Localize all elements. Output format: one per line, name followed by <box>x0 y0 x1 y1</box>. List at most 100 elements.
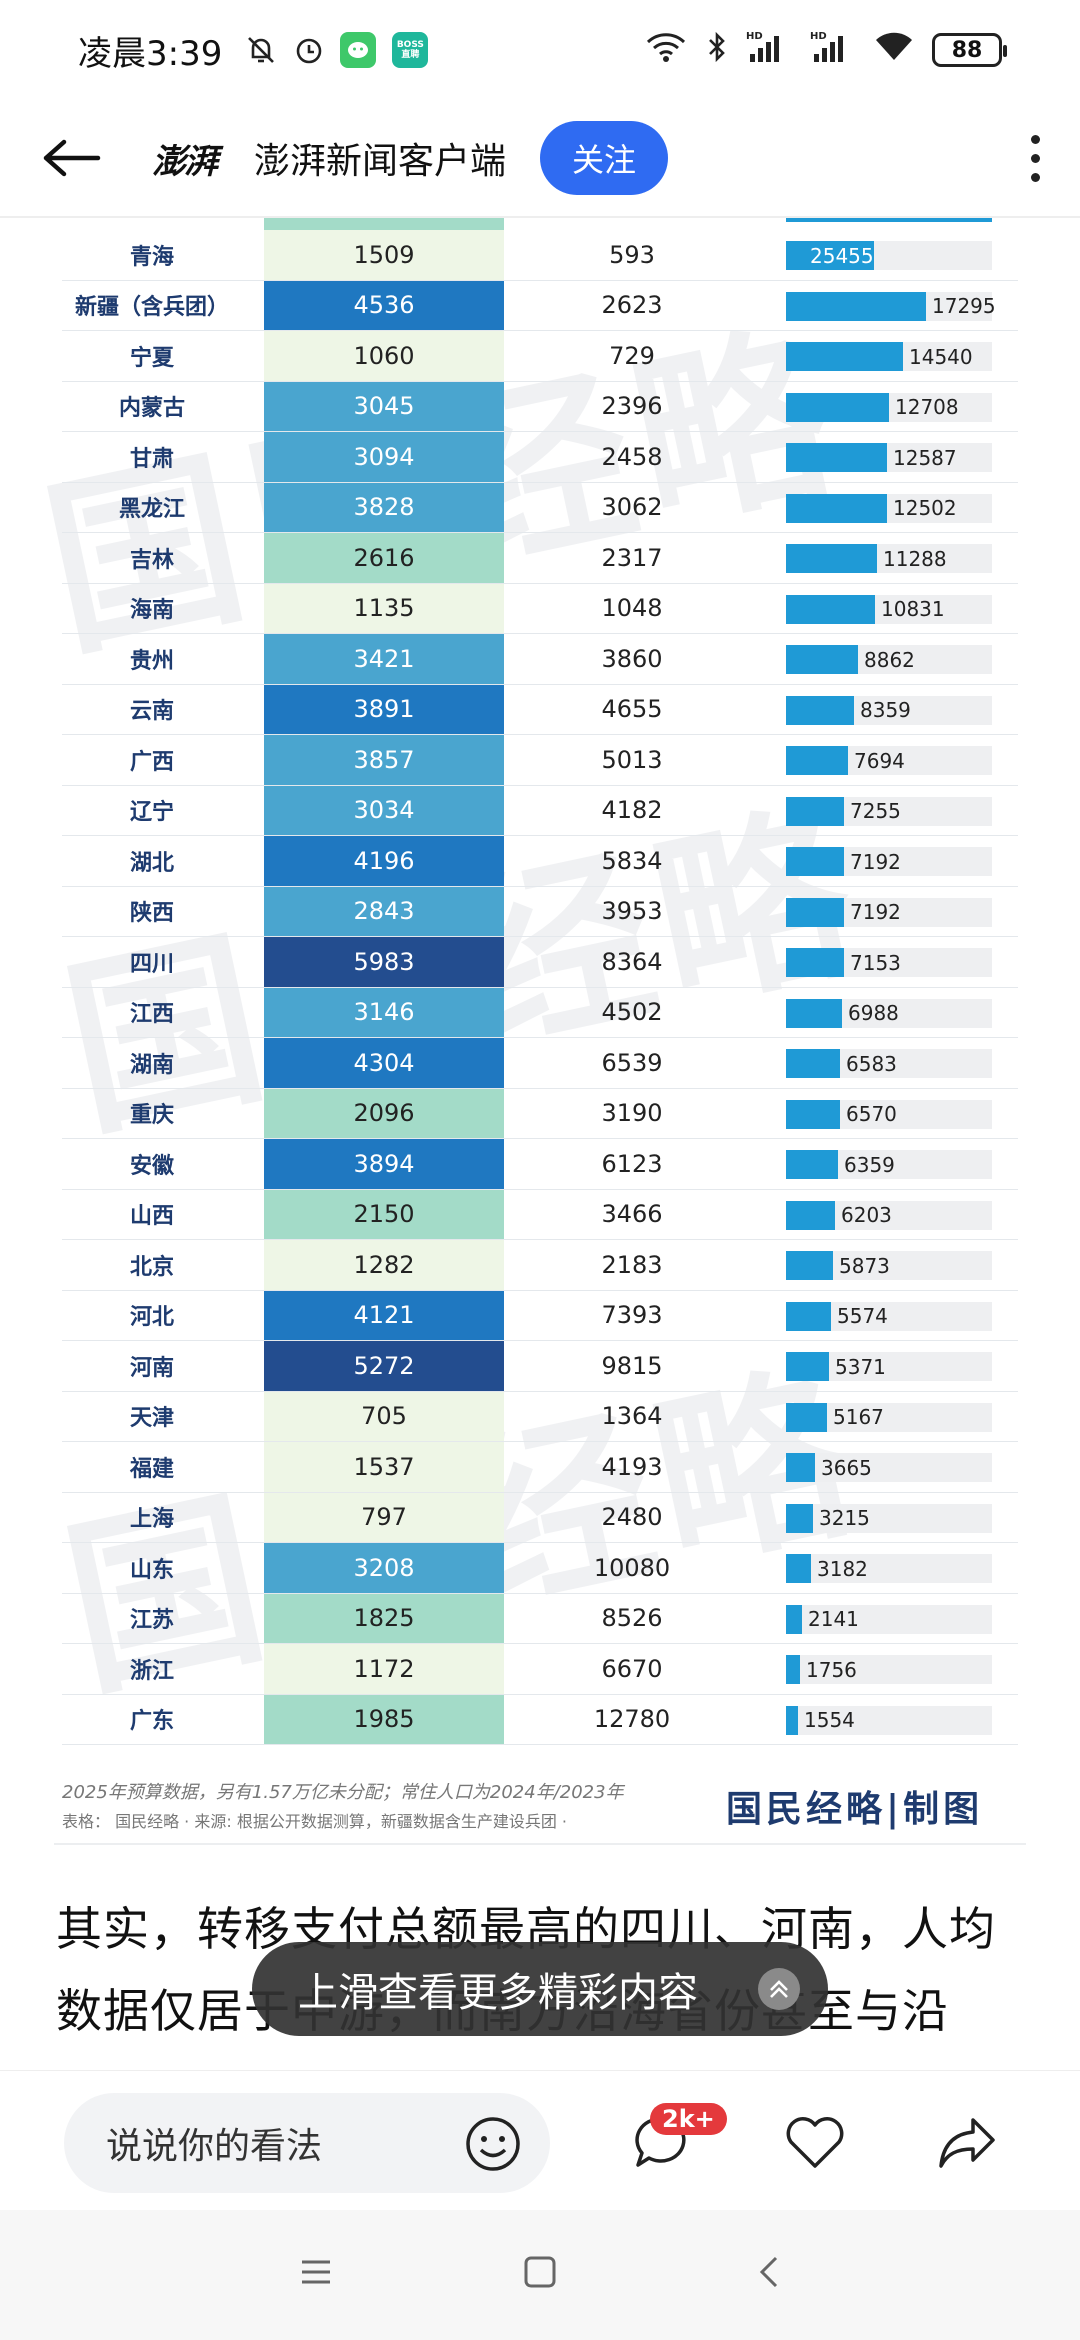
population-cell: 12780 <box>593 1705 671 1734</box>
recent-apps-button[interactable] <box>298 2254 334 2294</box>
per-capita-bar-cell: 3182 <box>786 1543 992 1593</box>
population-cell: 5834 <box>601 846 663 875</box>
bar-track <box>786 1453 992 1482</box>
per-capita-value: 6203 <box>841 1203 892 1227</box>
comment-input[interactable]: 说说你的看法 <box>64 2093 550 2193</box>
table-row: 上海 797 2480 3215 <box>62 1492 1018 1543</box>
back-button[interactable] <box>42 128 102 188</box>
bar-fill <box>786 1251 833 1280</box>
per-capita-value: 6570 <box>846 1102 897 1126</box>
per-capita-value: 7192 <box>850 849 901 874</box>
emoji-icon[interactable] <box>464 2115 522 2173</box>
population-cell: 9815 <box>601 1351 663 1380</box>
bar-fill <box>786 796 844 826</box>
bluetooth-icon <box>706 30 728 71</box>
population-cell: 7393 <box>601 1301 663 1330</box>
table-footnote: 2025年预算数据，另有1.57万亿未分配；常住人口为2024年/2023年 <box>62 1782 624 1803</box>
province-name: 上海 <box>129 1507 174 1533</box>
more-options-button[interactable] <box>1031 134 1040 182</box>
population-cell: 2317 <box>601 543 663 572</box>
per-capita-bar-cell: 11288 <box>786 533 992 583</box>
transfer-total-cell: 1172 <box>264 1644 504 1694</box>
table-row: 北京 1282 2183 5873 <box>62 1240 1018 1291</box>
province-name: 宁夏 <box>129 345 174 371</box>
publisher-name[interactable]: 澎湃新闻客户端 <box>254 141 507 182</box>
population-cell: 4182 <box>601 796 663 825</box>
per-capita-bar-cell: 7192 <box>786 887 992 937</box>
per-capita-value: 6583 <box>846 1051 897 1076</box>
province-name: 安徽 <box>129 1153 174 1179</box>
bar-fill <box>786 1200 835 1230</box>
publisher-logo[interactable]: 澎湃 <box>152 141 218 182</box>
transfer-total-cell: 3421 <box>264 634 504 684</box>
transfer-total-cell: 1985 <box>264 1694 504 1744</box>
per-capita-value: 3215 <box>819 1506 870 1530</box>
per-capita-bar-cell: 14540 <box>786 331 992 381</box>
per-capita-bar-cell: 5574 <box>786 1291 992 1341</box>
transfer-total-cell: 5983 <box>264 937 504 987</box>
transfer-total-cell: 3034 <box>264 785 504 835</box>
per-capita-value: 12587 <box>893 445 957 470</box>
province-name: 江苏 <box>129 1608 174 1634</box>
per-capita-value: 7192 <box>850 900 901 924</box>
per-capita-bar-cell: 12587 <box>786 432 992 482</box>
per-capita-value: 8862 <box>864 647 915 672</box>
province-name: 北京 <box>129 1254 174 1280</box>
transfer-total-cell: 3891 <box>264 684 504 734</box>
alarm-icon <box>292 33 326 67</box>
transfer-total-cell: 4536 <box>264 280 504 330</box>
population-cell: 1364 <box>601 1402 663 1431</box>
province-name: 四川 <box>129 951 174 977</box>
per-capita-value: 3182 <box>817 1556 868 1581</box>
province-name: 海南 <box>129 598 174 624</box>
per-capita-bar-cell: 1554 <box>786 1695 992 1745</box>
bar-fill <box>786 1150 838 1179</box>
bar-strip <box>786 218 992 222</box>
population-cell: 8364 <box>601 947 663 976</box>
province-name: 重庆 <box>129 1103 174 1129</box>
heart-icon <box>786 2117 844 2168</box>
population-cell: 5013 <box>601 745 663 774</box>
per-capita-value: 3665 <box>821 1455 872 1480</box>
nav-back-button[interactable] <box>752 2254 788 2294</box>
transfer-total-cell: 5272 <box>264 1341 504 1391</box>
per-capita-bar-cell: 7192 <box>786 836 992 886</box>
double-chevron-up-icon <box>758 1968 800 2010</box>
per-capita-value: 7255 <box>850 799 901 823</box>
table-row: 广西 3857 5013 7694 <box>62 735 1018 786</box>
transfer-total-cell: 1282 <box>264 1240 504 1290</box>
table-column-header-strip <box>264 218 504 230</box>
home-button[interactable] <box>522 2254 558 2294</box>
transfer-total-cell: 1060 <box>264 331 504 381</box>
per-capita-bar-cell: 7153 <box>786 937 992 987</box>
article-table-image[interactable]: 国民经略 国民经略 国民经略 青海150959325455新疆（含兵团）4536… <box>0 218 1080 1848</box>
wifi-hotspot-icon <box>644 30 688 71</box>
per-capita-value: 5167 <box>833 1405 884 1429</box>
like-button[interactable] <box>780 2107 850 2177</box>
per-capita-bar-cell: 3215 <box>786 1493 992 1543</box>
population-cell: 6670 <box>601 1654 663 1683</box>
square-home-icon <box>524 2256 556 2288</box>
per-capita-value: 8359 <box>860 698 911 722</box>
per-capita-bar-cell: 12502 <box>786 483 992 533</box>
province-name: 黑龙江 <box>118 497 185 523</box>
per-capita-bar-cell: 6583 <box>786 1038 992 1088</box>
bar-fill <box>786 847 844 876</box>
transfer-total-cell: 1537 <box>264 1442 504 1492</box>
back-arrow-icon <box>43 139 101 177</box>
population-cell: 4655 <box>601 695 663 724</box>
table-brand: 国民经略|制图 <box>726 1788 984 1830</box>
bar-fill <box>786 392 889 422</box>
wifi-icon <box>874 30 914 71</box>
province-name: 湖南 <box>129 1052 174 1078</box>
share-button[interactable] <box>932 2107 1002 2177</box>
province-name: 甘肃 <box>129 446 174 472</box>
province-name: 湖北 <box>129 850 174 876</box>
wechat-app-icon <box>340 32 377 68</box>
table-row: 吉林 2616 2317 11288 <box>62 533 1018 584</box>
table-row: 山东 3208 10080 3182 <box>62 1543 1018 1594</box>
follow-button[interactable]: 关注 <box>540 121 669 195</box>
province-name: 浙江 <box>129 1658 174 1684</box>
battery-level: 88 <box>951 37 983 63</box>
swipe-up-toast[interactable]: 上滑查看更多精彩内容 <box>252 1942 828 2036</box>
